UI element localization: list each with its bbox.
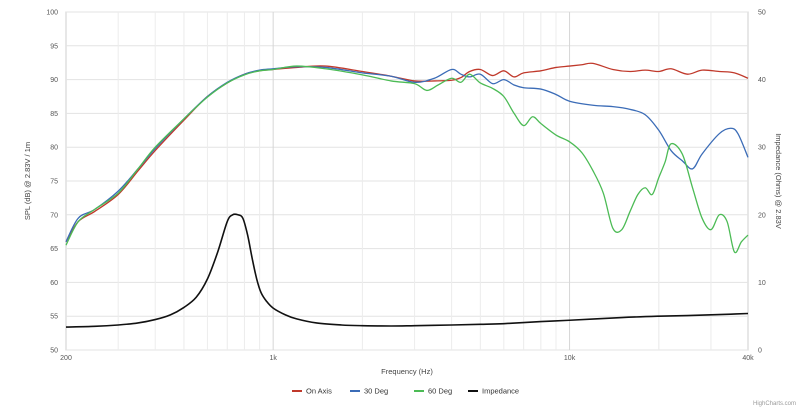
y-tick-label: 75 bbox=[50, 179, 58, 186]
y-tick-label: 100 bbox=[46, 10, 58, 17]
y2-tick-label: 40 bbox=[758, 77, 766, 84]
legend-item-30-deg[interactable]: 30 Deg bbox=[350, 387, 388, 396]
legend-label: 60 Deg bbox=[428, 387, 452, 396]
y-tick-label: 70 bbox=[50, 212, 58, 219]
legend-item-60-deg[interactable]: 60 Deg bbox=[414, 387, 452, 396]
y-tick-label: 90 bbox=[50, 77, 58, 84]
x-tick-label: 200 bbox=[60, 355, 72, 362]
legend-item-impedance[interactable]: Impedance bbox=[468, 387, 519, 396]
x-tick-label: 10k bbox=[564, 355, 576, 362]
legend-label: 30 Deg bbox=[364, 387, 388, 396]
y-tick-label: 65 bbox=[50, 246, 58, 253]
y2-tick-label: 20 bbox=[758, 212, 766, 219]
y2-tick-label: 10 bbox=[758, 280, 766, 287]
y-tick-label: 55 bbox=[50, 314, 58, 321]
y-tick-label: 60 bbox=[50, 280, 58, 287]
series-line-60-deg bbox=[65, 65, 749, 254]
chart-credit[interactable]: HighCharts.com bbox=[753, 401, 796, 407]
legend[interactable]: On Axis 30 Deg 60 Deg Impedance bbox=[292, 387, 519, 396]
y-tick-label: 80 bbox=[50, 145, 58, 152]
grid bbox=[65, 11, 749, 351]
y2-axis-title: Impedance (Ohms) @ 2.83V bbox=[774, 133, 783, 229]
legend-item-on-axis[interactable]: On Axis bbox=[292, 387, 332, 396]
legend-label: Impedance bbox=[482, 387, 519, 396]
series-line-impedance bbox=[65, 213, 749, 328]
y2-tick-label: 30 bbox=[758, 145, 766, 152]
series-lines bbox=[65, 62, 749, 328]
y2-tick-label: 50 bbox=[758, 10, 766, 17]
y2-tick-label: 0 bbox=[758, 348, 762, 355]
x-axis-title: Frequency (Hz) bbox=[381, 367, 433, 376]
x-tick-label: 1k bbox=[269, 355, 277, 362]
legend-label: On Axis bbox=[306, 387, 332, 396]
y-axis-title: SPL (dB) @ 2.83V / 1m bbox=[23, 142, 32, 220]
y-tick-label: 85 bbox=[50, 111, 58, 118]
y-tick-label: 50 bbox=[50, 348, 58, 355]
y-tick-label: 95 bbox=[50, 43, 58, 50]
x-tick-label: 40k bbox=[742, 355, 754, 362]
